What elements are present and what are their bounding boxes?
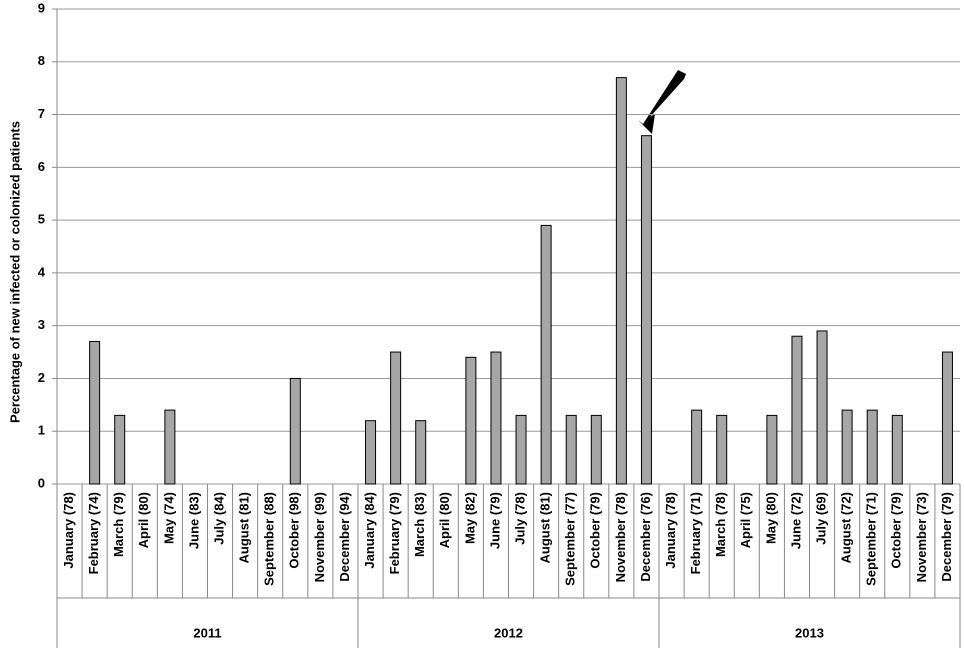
x-tick-label: February (74) xyxy=(86,492,101,574)
bar xyxy=(716,414,728,485)
x-tick-label: March (83) xyxy=(412,492,427,557)
x-tick-label: January (78) xyxy=(663,492,678,569)
x-tick-label: October (79) xyxy=(889,492,904,569)
x-tick-label: September (77) xyxy=(563,492,578,586)
x-tick-label: July (69) xyxy=(813,492,828,545)
y-tick-label: 9 xyxy=(38,0,45,15)
bar xyxy=(866,409,878,485)
bar xyxy=(941,351,953,485)
group-label: 2012 xyxy=(494,625,523,640)
x-tick-label: March (78) xyxy=(713,492,728,557)
group-label: 2013 xyxy=(795,625,824,640)
y-tick-label: 7 xyxy=(38,106,45,121)
bar xyxy=(691,409,703,485)
x-tick-label: March (79) xyxy=(111,492,126,557)
x-tick-label: June (72) xyxy=(788,492,803,549)
bar xyxy=(164,409,176,485)
y-tick-label: 0 xyxy=(38,475,45,490)
y-tick-label: 8 xyxy=(38,53,45,68)
bar xyxy=(640,135,652,485)
y-tick-label: 5 xyxy=(38,212,45,227)
x-tick-label: August (81) xyxy=(237,492,252,564)
y-axis-label: Percentage of new infected or colonized … xyxy=(7,121,22,423)
bar xyxy=(289,377,301,485)
bar xyxy=(490,351,502,485)
x-tick-label: January (78) xyxy=(61,492,76,569)
x-tick-label: May (80) xyxy=(763,492,778,544)
bar xyxy=(515,414,527,485)
group-label: 2011 xyxy=(193,625,221,640)
x-tick-label: November (78) xyxy=(613,492,628,582)
x-tick-label: April (80) xyxy=(136,492,151,548)
x-tick-label: June (79) xyxy=(487,492,502,549)
annotation-arrow xyxy=(638,70,686,134)
x-tick-label: October (79) xyxy=(588,492,603,569)
x-tick-label: May (82) xyxy=(462,492,477,544)
x-tick-label: January (84) xyxy=(362,492,377,569)
x-tick-label: December (76) xyxy=(638,492,653,582)
x-tick-label: December (94) xyxy=(337,492,352,582)
bar xyxy=(540,224,552,485)
x-tick-label: June (83) xyxy=(186,492,201,549)
x-tick-label: December (79) xyxy=(939,492,954,582)
x-tick-label: September (71) xyxy=(864,492,879,586)
y-tick-label: 2 xyxy=(38,370,45,385)
x-tick-label: August (81) xyxy=(538,492,553,564)
bar xyxy=(816,330,828,485)
x-tick-label: July (84) xyxy=(211,492,226,545)
bar xyxy=(415,420,427,485)
y-tick-label: 1 xyxy=(38,423,45,438)
bar xyxy=(791,335,803,485)
x-tick-label: July (78) xyxy=(512,492,527,545)
bar xyxy=(766,414,778,485)
x-tick-label: May (74) xyxy=(161,492,176,544)
x-tick-label: November (73) xyxy=(914,492,929,582)
bar xyxy=(841,409,853,485)
x-tick-label: February (71) xyxy=(688,492,703,574)
x-tick-label: November (99) xyxy=(312,492,327,582)
bar xyxy=(89,341,101,485)
bar xyxy=(615,77,627,485)
y-tick-label: 3 xyxy=(38,317,45,332)
bar xyxy=(891,414,903,485)
bar xyxy=(465,356,477,485)
x-tick-label: April (80) xyxy=(437,492,452,548)
x-tick-label: September (88) xyxy=(262,492,277,586)
x-tick-label: April (75) xyxy=(738,492,753,548)
x-tick-label: October (98) xyxy=(287,492,302,569)
bar xyxy=(590,414,602,485)
y-tick-label: 4 xyxy=(38,264,46,279)
bar xyxy=(114,414,126,485)
x-tick-label: August (72) xyxy=(839,492,854,564)
x-tick-label: February (79) xyxy=(387,492,402,574)
bar xyxy=(365,420,377,485)
y-tick-label: 6 xyxy=(38,159,45,174)
bar xyxy=(565,414,577,485)
bar xyxy=(390,351,402,485)
